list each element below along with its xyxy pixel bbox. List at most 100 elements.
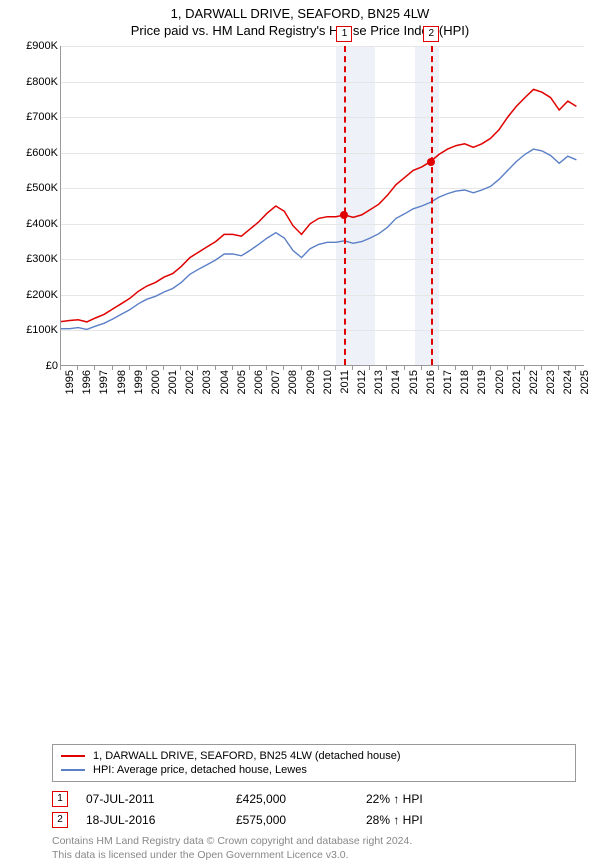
y-tick-label: £0 xyxy=(46,360,58,372)
x-tick-label: 2020 xyxy=(494,370,506,394)
x-tickmark xyxy=(318,366,319,370)
x-tickmark xyxy=(180,366,181,370)
x-tick-label: 2006 xyxy=(253,370,265,394)
x-tick-label: 2016 xyxy=(425,370,437,394)
x-tickmark xyxy=(77,366,78,370)
legend: 1, DARWALL DRIVE, SEAFORD, BN25 4LW (det… xyxy=(52,744,576,782)
x-tick-label: 2024 xyxy=(562,370,574,394)
x-tickmark xyxy=(404,366,405,370)
legend-row: 1, DARWALL DRIVE, SEAFORD, BN25 4LW (det… xyxy=(61,749,567,763)
y-tick-label: £800K xyxy=(26,76,58,88)
x-tickmark xyxy=(575,366,576,370)
series-line-price_paid xyxy=(61,89,576,322)
y-axis: £0£100K£200K£300K£400K£500K£600K£700K£80… xyxy=(10,46,60,366)
sale-price: £575,000 xyxy=(236,813,366,827)
sale-delta: 22% ↑ HPI xyxy=(366,792,486,806)
x-tickmark xyxy=(558,366,559,370)
x-tickmark xyxy=(163,366,164,370)
y-tick-label: £300K xyxy=(26,253,58,265)
x-tick-label: 2004 xyxy=(219,370,231,394)
x-tick-label: 2013 xyxy=(373,370,385,394)
footer-line-1: Contains HM Land Registry data © Crown c… xyxy=(52,834,576,848)
x-tick-label: 2001 xyxy=(167,370,179,394)
x-tickmark xyxy=(249,366,250,370)
x-tickmark xyxy=(507,366,508,370)
x-tickmark xyxy=(112,366,113,370)
sale-row: 2 18-JUL-2016£575,00028% ↑ HPI xyxy=(52,809,576,830)
x-tickmark xyxy=(301,366,302,370)
sale-vline xyxy=(431,46,433,365)
legend-row: HPI: Average price, detached house, Lewe… xyxy=(61,763,567,777)
x-tick-label: 2017 xyxy=(442,370,454,394)
sale-row-marker: 2 xyxy=(52,812,68,828)
legend-label: 1, DARWALL DRIVE, SEAFORD, BN25 4LW (det… xyxy=(93,750,401,762)
x-tick-label: 2012 xyxy=(356,370,368,394)
sale-date: 07-JUL-2011 xyxy=(86,792,236,806)
chart-lines xyxy=(61,46,585,366)
x-tickmark xyxy=(232,366,233,370)
x-tick-label: 2022 xyxy=(528,370,540,394)
y-tick-label: £700K xyxy=(26,111,58,123)
y-tick-label: £100K xyxy=(26,324,58,336)
sale-price: £425,000 xyxy=(236,792,366,806)
x-axis: 1995 1996 1997 1998 1999 2000 2001 2002 2003 2004… xyxy=(60,368,584,418)
x-tickmark xyxy=(129,366,130,370)
x-tickmark xyxy=(386,366,387,370)
sale-row: 1 07-JUL-2011£425,00022% ↑ HPI xyxy=(52,788,576,809)
x-tickmark xyxy=(490,366,491,370)
x-tickmark xyxy=(197,366,198,370)
x-tickmark xyxy=(94,366,95,370)
x-tickmark xyxy=(335,366,336,370)
footer-attribution: Contains HM Land Registry data © Crown c… xyxy=(52,834,576,862)
x-tick-label: 2015 xyxy=(408,370,420,394)
x-tick-label: 2005 xyxy=(236,370,248,394)
x-tickmark xyxy=(266,366,267,370)
sale-row-marker: 1 xyxy=(52,791,68,807)
x-tick-label: 2000 xyxy=(150,370,162,394)
x-tick-label: 1997 xyxy=(98,370,110,394)
y-tick-label: £900K xyxy=(26,40,58,52)
y-tick-label: £400K xyxy=(26,218,58,230)
legend-swatch xyxy=(61,769,85,771)
sale-point xyxy=(340,211,348,219)
x-tick-label: 2010 xyxy=(322,370,334,394)
chart: £0£100K£200K£300K£400K£500K£600K£700K£80… xyxy=(10,46,590,366)
x-tick-label: 2008 xyxy=(287,370,299,394)
x-tick-label: 2011 xyxy=(339,370,351,394)
y-tick-label: £500K xyxy=(26,182,58,194)
x-tickmark xyxy=(369,366,370,370)
y-tick-label: £600K xyxy=(26,147,58,159)
x-tick-label: 2002 xyxy=(184,370,196,394)
sale-point xyxy=(427,158,435,166)
x-tick-label: 2003 xyxy=(201,370,213,394)
y-tick-label: £200K xyxy=(26,289,58,301)
sale-marker: 2 xyxy=(423,26,439,42)
x-tick-label: 1998 xyxy=(116,370,128,394)
x-tick-label: 1995 xyxy=(64,370,76,394)
plot-area: 12 xyxy=(60,46,584,366)
sale-delta: 28% ↑ HPI xyxy=(366,813,486,827)
x-tickmark xyxy=(524,366,525,370)
x-tick-label: 1996 xyxy=(81,370,93,394)
footer-line-2: This data is licensed under the Open Gov… xyxy=(52,848,576,862)
series-line-hpi xyxy=(61,149,576,329)
x-tick-label: 2019 xyxy=(476,370,488,394)
x-tickmark xyxy=(438,366,439,370)
legend-swatch xyxy=(61,755,85,757)
sales-table: 1 07-JUL-2011£425,00022% ↑ HPI 2 18-JUL-201… xyxy=(52,788,576,830)
x-tick-label: 2007 xyxy=(270,370,282,394)
x-tickmark xyxy=(352,366,353,370)
x-tick-label: 2014 xyxy=(390,370,402,394)
sale-marker: 1 xyxy=(336,26,352,42)
x-tick-label: 1999 xyxy=(133,370,145,394)
x-tick-label: 2023 xyxy=(545,370,557,394)
sale-date: 18-JUL-2016 xyxy=(86,813,236,827)
x-tickmark xyxy=(541,366,542,370)
sale-vline xyxy=(344,46,346,365)
page-subtitle: Price paid vs. HM Land Registry's House … xyxy=(10,23,590,38)
x-tick-label: 2009 xyxy=(305,370,317,394)
x-tickmark xyxy=(421,366,422,370)
x-tick-label: 2021 xyxy=(511,370,523,394)
x-tickmark xyxy=(455,366,456,370)
legend-label: HPI: Average price, detached house, Lewe… xyxy=(93,764,307,776)
